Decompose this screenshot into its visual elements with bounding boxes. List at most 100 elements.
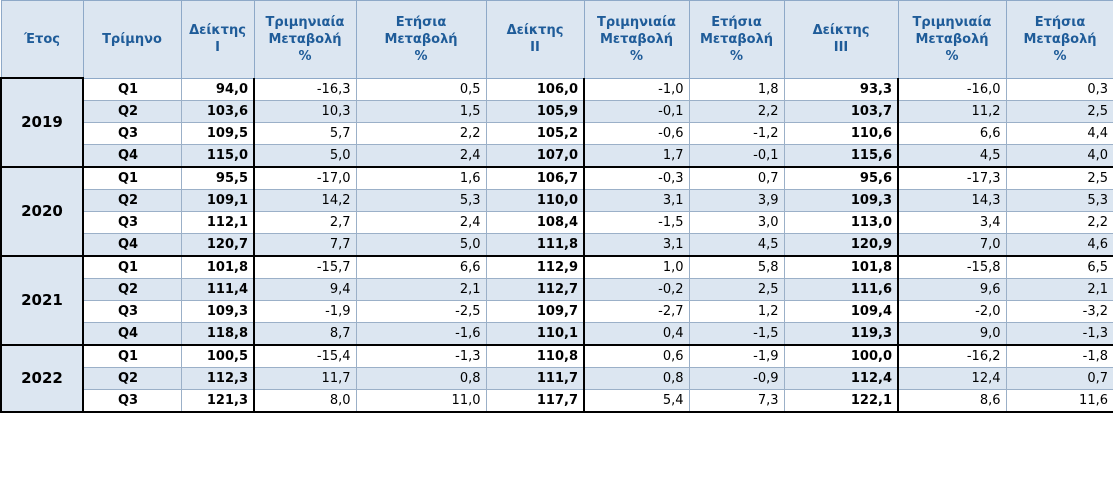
value-cell: -0,9 — [688, 366, 785, 390]
value-cell: 14,3 — [897, 188, 1007, 212]
value-cell: -0,6 — [583, 121, 690, 145]
data-table: Έτος Τρίμηνο Δείκτης Ι Τριμηνιαία Μεταβολή … — [0, 0, 1113, 413]
value-cell: 4,5 — [688, 232, 785, 257]
value-cell: 112,9 — [485, 255, 585, 279]
value-cell: 94,0 — [180, 77, 255, 101]
value-cell: -0,3 — [583, 166, 690, 190]
value-cell: 4,4 — [1005, 121, 1113, 145]
header-cell: Ετήσια Μεταβολή % — [1005, 0, 1113, 79]
value-cell: 117,7 — [485, 388, 585, 413]
value-cell: -16,2 — [897, 344, 1007, 368]
quarter-cell: Q3 — [82, 210, 182, 234]
value-cell: 5,3 — [355, 188, 487, 212]
value-cell: 6,5 — [1005, 255, 1113, 279]
value-cell: 11,6 — [1005, 388, 1113, 413]
value-cell: 95,6 — [783, 166, 899, 190]
value-cell: 14,2 — [253, 188, 357, 212]
header-row: Έτος Τρίμηνο Δείκτης Ι Τριμηνιαία Μεταβολή … — [0, 0, 1113, 79]
header-cell: Τριμηνιαία Μεταβολή % — [583, 0, 690, 79]
value-cell: 3,4 — [897, 210, 1007, 234]
year-cell: 2019 — [0, 77, 84, 168]
value-cell: -0,2 — [583, 277, 690, 301]
value-cell: 103,7 — [783, 99, 899, 123]
quarter-cell: Q1 — [82, 166, 182, 190]
value-cell: 0,6 — [583, 344, 690, 368]
value-cell: 3,0 — [688, 210, 785, 234]
value-cell: 112,7 — [485, 277, 585, 301]
header-cell: Τριμηνιαία Μεταβολή % — [253, 0, 357, 79]
value-cell: 111,4 — [180, 277, 255, 301]
table-row: Q2 109,1 14,2 5,3 110,0 3,1 3,9 109,3 14,3 5,3 — [1, 188, 1113, 212]
table-row: 2019 Q1 94,0 -16,3 0,5 106,0 -1,0 1,8 93,3 -16,0 0… — [0, 77, 1113, 168]
value-cell: 109,3 — [783, 188, 899, 212]
value-cell: 5,8 — [688, 255, 785, 279]
value-cell: 101,8 — [783, 255, 899, 279]
year-cell: 2020 — [0, 165, 84, 257]
value-cell: 112,1 — [180, 210, 255, 234]
header-cell: Ετήσια Μεταβολή % — [355, 0, 487, 79]
value-cell: 110,8 — [485, 344, 585, 368]
value-cell: 109,1 — [180, 188, 255, 212]
header-cell: Τριμηνιαία Μεταβολή % — [897, 0, 1007, 79]
value-cell: 4,5 — [897, 143, 1007, 168]
header-cell: Δείκτης ΙΙ — [485, 0, 585, 79]
table-row: 2021 Q1 101,8 -15,7 6,6 112,9 1,0 5,8 101,8 -15,8… — [0, 254, 1113, 346]
value-cell: 1,2 — [688, 299, 785, 323]
quarter-cell: Q3 — [82, 299, 182, 323]
value-cell: 5,0 — [355, 232, 487, 257]
value-cell: 2,2 — [688, 99, 785, 123]
value-cell: 109,7 — [485, 299, 585, 323]
quarter-cell: Q2 — [82, 188, 182, 212]
value-cell: 9,6 — [897, 277, 1007, 301]
value-cell: -0,1 — [583, 99, 690, 123]
value-cell: 120,9 — [783, 232, 899, 257]
value-cell: 7,7 — [253, 232, 357, 257]
value-cell: -1,5 — [688, 321, 785, 346]
value-cell: 8,0 — [253, 388, 357, 413]
table-row: 2022 Q1 100,5 -15,4 -1,3 110,8 0,6 -1,9 100,0 -16… — [0, 343, 1113, 413]
value-cell: 2,2 — [1005, 210, 1113, 234]
value-cell: 0,8 — [583, 366, 690, 390]
value-cell: 0,3 — [1005, 77, 1113, 101]
value-cell: 1,5 — [355, 99, 487, 123]
table-row: 2020 Q1 95,5 -17,0 1,6 106,7 -0,3 0,7 95,6 -17,3 2… — [0, 165, 1113, 257]
value-cell: 108,4 — [485, 210, 585, 234]
value-cell: 0,7 — [1005, 366, 1113, 390]
quarter-cell: Q1 — [82, 77, 182, 101]
quarter-cell: Q2 — [82, 99, 182, 123]
value-cell: -2,5 — [355, 299, 487, 323]
value-cell: 106,0 — [485, 77, 585, 101]
quarter-cell: Q4 — [82, 321, 182, 346]
value-cell: 112,3 — [180, 366, 255, 390]
table-row: Q4 120,7 7,7 5,0 111,8 3,1 4,5 120,9 7,0 4,6 — [1, 232, 1113, 257]
value-cell: -15,8 — [897, 255, 1007, 279]
value-cell: -1,3 — [355, 344, 487, 368]
quarter-cell: Q1 — [82, 255, 182, 279]
value-cell: 120,7 — [180, 232, 255, 257]
value-cell: 111,7 — [485, 366, 585, 390]
value-cell: -16,0 — [897, 77, 1007, 101]
value-cell: 109,3 — [180, 299, 255, 323]
value-cell: 6,6 — [897, 121, 1007, 145]
value-cell: 7,0 — [897, 232, 1007, 257]
table-row: Q2 111,4 9,4 2,1 112,7 -0,2 2,5 111,6 9,6 2,1 — [1, 277, 1113, 301]
value-cell: -2,0 — [897, 299, 1007, 323]
value-cell: 112,4 — [783, 366, 899, 390]
value-cell: 106,7 — [485, 166, 585, 190]
value-cell: 2,4 — [355, 210, 487, 234]
value-cell: 100,0 — [783, 344, 899, 368]
header-cell: Δείκτης Ι — [180, 0, 255, 79]
value-cell: 5,0 — [253, 143, 357, 168]
value-cell: -15,7 — [253, 255, 357, 279]
value-cell: 8,7 — [253, 321, 357, 346]
value-cell: -0,1 — [688, 143, 785, 168]
value-cell: 8,6 — [897, 388, 1007, 413]
value-cell: 1,6 — [355, 166, 487, 190]
header-cell: Έτος — [0, 0, 84, 79]
value-cell: 2,2 — [355, 121, 487, 145]
value-cell: 111,8 — [485, 232, 585, 257]
value-cell: 109,5 — [180, 121, 255, 145]
value-cell: 5,3 — [1005, 188, 1113, 212]
value-cell: -1,5 — [583, 210, 690, 234]
value-cell: 1,7 — [583, 143, 690, 168]
